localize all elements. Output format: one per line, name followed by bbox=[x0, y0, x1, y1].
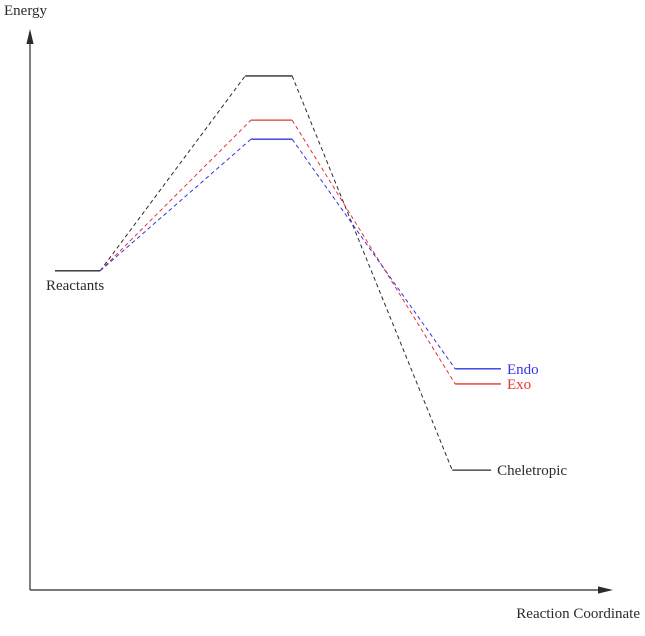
series-cheletropic-label: Cheletropic bbox=[497, 463, 567, 479]
series-cheletropic-activation-connector bbox=[99, 75, 246, 272]
series-cheletropic-descent-connector bbox=[291, 75, 453, 471]
series-endo-descent-connector bbox=[291, 138, 456, 370]
series-exo-label: Exo bbox=[507, 377, 531, 393]
axes: Energy Reaction Coordinate bbox=[4, 3, 640, 622]
series-endo-label: Endo bbox=[507, 362, 539, 378]
y-axis-arrowhead bbox=[26, 29, 34, 44]
x-axis-label: Reaction Coordinate bbox=[516, 606, 640, 622]
series-exo-descent-connector bbox=[291, 119, 456, 385]
series-exo-activation-connector bbox=[99, 119, 252, 272]
reactants-label: Reactants bbox=[46, 278, 104, 294]
series-endo-activation-connector bbox=[99, 138, 252, 272]
y-axis-label: Energy bbox=[4, 3, 48, 19]
x-axis-arrowhead bbox=[598, 586, 613, 594]
